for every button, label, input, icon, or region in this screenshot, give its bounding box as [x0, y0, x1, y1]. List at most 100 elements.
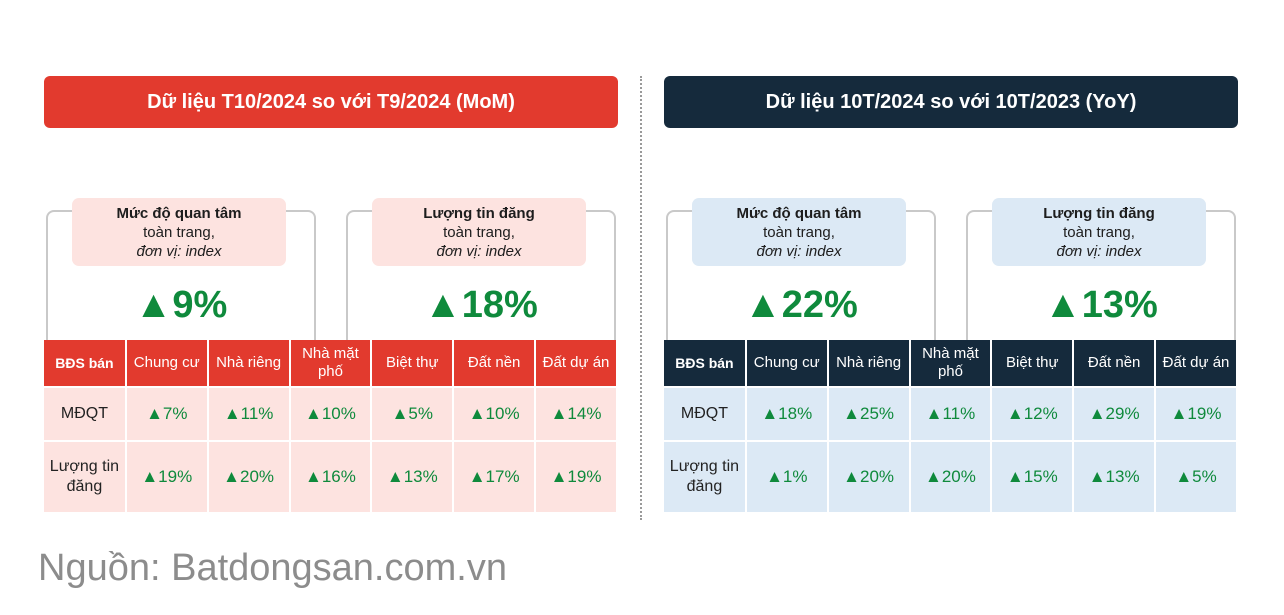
card-tag-title: Lượng tin đăng — [1043, 204, 1155, 222]
triangle-up-icon: ▲ — [1044, 284, 1082, 326]
table-cell: ▲14% — [535, 386, 618, 441]
table-header: Nhà mặt phố — [909, 340, 993, 387]
table-cell: ▲5% — [1155, 440, 1238, 512]
table-cell: ▲12% — [991, 386, 1075, 441]
table-cell: ▲11% — [207, 386, 291, 441]
mom-table: BĐS bán Chung cư Nhà riêng Nhà mặt phố B… — [44, 340, 618, 512]
table-row: MĐQT ▲18% ▲25% ▲11% ▲12% ▲29% ▲19% — [664, 386, 1238, 441]
yoy-card-listings: Lượng tin đăng toàn trang, đơn vị: index… — [966, 198, 1236, 348]
yoy-title: Dữ liệu 10T/2024 so với 10T/2023 (YoY) — [664, 76, 1238, 128]
table-cell: ▲17% — [453, 440, 537, 512]
table-cell: ▲19% — [1155, 386, 1238, 441]
table-cell: ▲19% — [535, 440, 618, 512]
mom-card-listings: Lượng tin đăng toàn trang, đơn vị: index… — [346, 198, 616, 348]
card-value: ▲13% — [968, 284, 1234, 327]
source-note: Nguồn: Batdongsan.com.vn — [38, 547, 507, 589]
card-tag-unit: đơn vị: index — [756, 242, 842, 260]
table-header: Chung cư — [745, 340, 829, 387]
table-cell: ▲13% — [1073, 440, 1157, 512]
card-value-text: 18% — [461, 284, 538, 326]
card-tag: Mức độ quan tâm toàn trang, đơn vị: inde… — [72, 198, 286, 266]
card-tag-unit: đơn vị: index — [436, 242, 522, 260]
yoy-card-interest: Mức độ quan tâm toàn trang, đơn vị: inde… — [666, 198, 936, 348]
table-header-row: BĐS bán Chung cư Nhà riêng Nhà mặt phố B… — [44, 340, 618, 387]
triangle-up-icon: ▲ — [391, 404, 409, 423]
table-header: Đất nền — [453, 340, 537, 387]
table-cell: ▲15% — [991, 440, 1075, 512]
card-tag-subtitle: toàn trang, — [443, 223, 515, 241]
divider — [640, 76, 642, 520]
table-header: Biệt thự — [371, 340, 455, 387]
table-header: Nhà riêng — [207, 340, 291, 387]
table-cell: ▲1% — [745, 440, 829, 512]
mom-card-interest: Mức độ quan tâm toàn trang, đơn vị: inde… — [46, 198, 316, 348]
triangle-up-icon: ▲ — [223, 404, 241, 423]
table-cell: ▲20% — [909, 440, 993, 512]
triangle-up-icon: ▲ — [305, 404, 322, 423]
triangle-up-icon: ▲ — [424, 284, 462, 326]
card-value-text: 13% — [1081, 284, 1158, 326]
mom-title: Dữ liệu T10/2024 so với T9/2024 (MoM) — [44, 76, 618, 128]
card-value: ▲18% — [348, 284, 614, 327]
table-header: Biệt thự — [991, 340, 1075, 387]
yoy-panel: Dữ liệu 10T/2024 so với 10T/2023 (YoY) M… — [664, 76, 1238, 512]
mom-cards: Mức độ quan tâm toàn trang, đơn vị: inde… — [44, 128, 618, 348]
triangle-up-icon: ▲ — [146, 404, 163, 423]
triangle-up-icon: ▲ — [386, 467, 404, 486]
triangle-up-icon: ▲ — [843, 467, 860, 486]
card-tag-unit: đơn vị: index — [136, 242, 222, 260]
table-cell: ▲29% — [1073, 386, 1157, 441]
table-header: Nhà riêng — [827, 340, 911, 387]
triangle-up-icon: ▲ — [925, 467, 942, 486]
table-cell: ▲16% — [289, 440, 373, 512]
row-label: Lượng tin đăng — [664, 440, 747, 512]
triangle-up-icon: ▲ — [468, 404, 486, 423]
triangle-up-icon: ▲ — [1088, 467, 1106, 486]
card-tag-title: Lượng tin đăng — [423, 204, 535, 222]
table-cell: ▲11% — [909, 386, 993, 441]
triangle-up-icon: ▲ — [1006, 404, 1024, 423]
table-cell: ▲19% — [125, 440, 209, 512]
yoy-table: BĐS bán Chung cư Nhà riêng Nhà mặt phố B… — [664, 340, 1238, 512]
table-header: BĐS bán — [664, 340, 747, 387]
table-cell: ▲25% — [827, 386, 911, 441]
table-header: Đất nền — [1073, 340, 1157, 387]
triangle-up-icon: ▲ — [223, 467, 240, 486]
table-cell: ▲10% — [453, 386, 537, 441]
triangle-up-icon: ▲ — [1170, 404, 1188, 423]
triangle-up-icon: ▲ — [1088, 404, 1106, 423]
yoy-cards: Mức độ quan tâm toàn trang, đơn vị: inde… — [664, 128, 1238, 348]
triangle-up-icon: ▲ — [761, 404, 779, 423]
table-cell: ▲5% — [371, 386, 455, 441]
card-tag-title: Mức độ quan tâm — [736, 204, 862, 222]
table-row: Lượng tin đăng ▲19% ▲20% ▲16% ▲13% ▲17% … — [44, 440, 618, 512]
triangle-up-icon: ▲ — [550, 404, 568, 423]
table-row: Lượng tin đăng ▲1% ▲20% ▲20% ▲15% ▲13% ▲… — [664, 440, 1238, 512]
triangle-up-icon: ▲ — [1175, 467, 1193, 486]
card-tag: Lượng tin đăng toàn trang, đơn vị: index — [372, 198, 586, 266]
card-value: ▲22% — [668, 284, 934, 327]
card-tag: Lượng tin đăng toàn trang, đơn vị: index — [992, 198, 1206, 266]
triangle-up-icon: ▲ — [141, 467, 159, 486]
triangle-up-icon: ▲ — [305, 467, 322, 486]
card-value-text: 9% — [172, 284, 228, 326]
table-row: MĐQT ▲7% ▲11% ▲10% ▲5% ▲10% ▲14% — [44, 386, 618, 441]
table-header: Đất dự án — [535, 340, 618, 387]
table-cell: ▲18% — [745, 386, 829, 441]
card-tag-title: Mức độ quan tâm — [116, 204, 242, 222]
table-cell: ▲7% — [125, 386, 209, 441]
row-label: MĐQT — [664, 386, 747, 441]
table-header: Nhà mặt phố — [289, 340, 373, 387]
card-tag-subtitle: toàn trang, — [143, 223, 215, 241]
row-label: MĐQT — [44, 386, 127, 441]
table-header-row: BĐS bán Chung cư Nhà riêng Nhà mặt phố B… — [664, 340, 1238, 387]
table-cell: ▲20% — [207, 440, 291, 512]
card-tag-subtitle: toàn trang, — [763, 223, 835, 241]
card-tag-unit: đơn vị: index — [1056, 242, 1142, 260]
table-cell: ▲10% — [289, 386, 373, 441]
table-header: Đất dự án — [1155, 340, 1238, 387]
table-header: BĐS bán — [44, 340, 127, 387]
row-label: Lượng tin đăng — [44, 440, 127, 512]
triangle-up-icon: ▲ — [925, 404, 943, 423]
mom-panel: Dữ liệu T10/2024 so với T9/2024 (MoM) Mứ… — [44, 76, 618, 512]
